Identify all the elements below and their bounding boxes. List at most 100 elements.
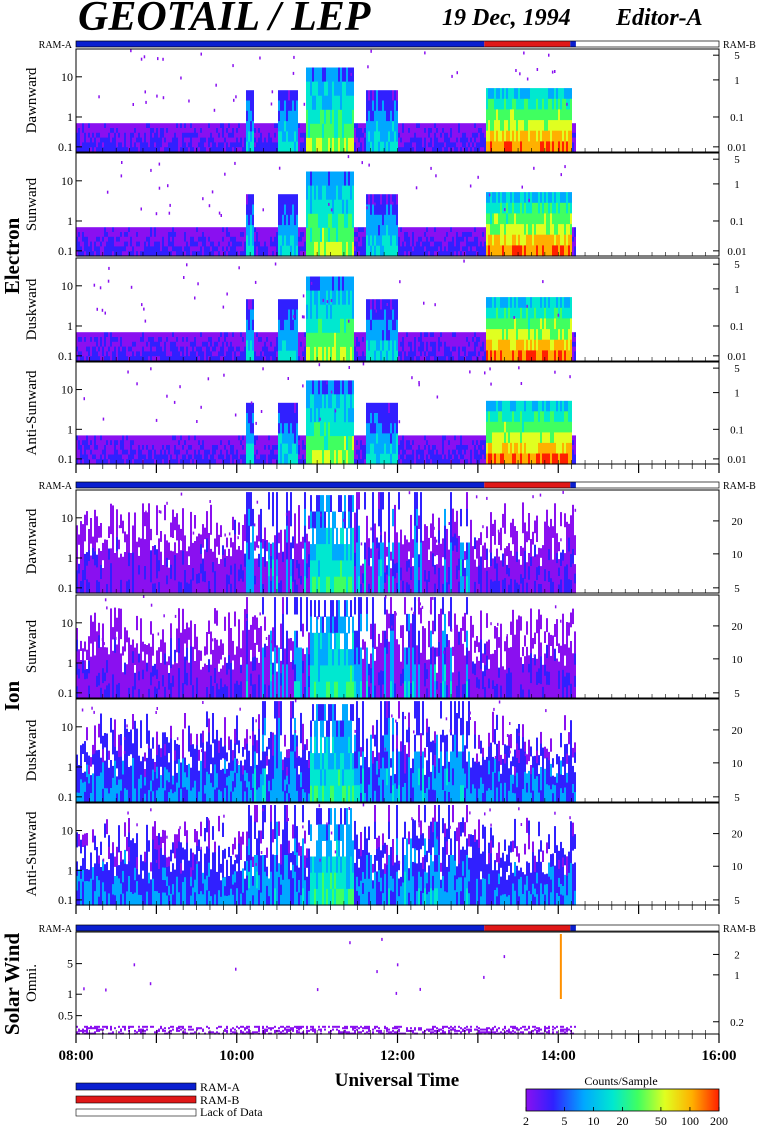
spectrogram-cell [76, 232, 78, 238]
spectrogram-cell [280, 194, 282, 206]
spectrogram-cell [332, 346, 334, 362]
spectrogram-cell [290, 141, 292, 153]
spectrogram-cell [120, 445, 122, 451]
spectrogram-cell [386, 235, 388, 247]
spectrogram-cell [340, 318, 342, 334]
spectrogram-cell [362, 232, 364, 238]
spectrogram-cell [548, 192, 550, 204]
spectrogram-cell [456, 251, 458, 257]
spectrogram-cell [366, 194, 368, 206]
spectrogram-cell [90, 351, 92, 357]
spectrogram-cell [370, 194, 372, 206]
spectrogram-cell [352, 227, 354, 243]
spectrogram-cell [456, 142, 458, 148]
spectrogram-cell [348, 109, 350, 125]
spectrogram-cell [328, 137, 330, 153]
spectrogram-cell [250, 245, 252, 257]
spectrogram-cell [548, 307, 550, 319]
spectrogram-cell [136, 346, 138, 352]
spectrogram-cell [166, 147, 168, 153]
spectrogram-cell [86, 232, 88, 238]
spectrogram-cell [144, 137, 146, 143]
spectrogram-cell [564, 120, 566, 132]
spectrogram-cell [142, 346, 144, 352]
spectrogram-cell [296, 235, 298, 247]
spectrogram-cell [134, 356, 136, 362]
spectrogram-cell [218, 337, 220, 343]
spectrogram-noise [145, 100, 147, 104]
spectrogram-cell [372, 131, 374, 143]
spectrogram-cell [442, 332, 444, 338]
spectrogram-cell [332, 137, 334, 153]
spectrogram-noise [224, 172, 226, 176]
spectrogram-cell [500, 339, 502, 351]
spectrogram-cell [146, 132, 148, 139]
spectrogram-cell [206, 132, 208, 139]
spectrogram-cell [92, 137, 94, 143]
spectrogram-cell [106, 251, 108, 257]
spectrogram-cell [406, 332, 408, 338]
spectrogram-cell [498, 297, 500, 309]
spectrogram-cell [280, 225, 282, 236]
spectrogram-cell [460, 132, 462, 139]
spectrogram-cell [544, 339, 546, 351]
spectrogram-cell [408, 236, 410, 243]
spectrogram-cell [168, 232, 170, 238]
spectrogram-cell [130, 351, 132, 357]
spectrogram-cell [434, 251, 436, 257]
spectrogram-cell [244, 341, 246, 348]
spectrogram-cell [494, 307, 496, 319]
spectrogram-cell [212, 227, 214, 233]
spectrogram-cell [164, 346, 166, 352]
spectrogram-noise [515, 69, 517, 72]
spectrogram-cell [166, 236, 168, 243]
spectrogram-cell [326, 241, 328, 257]
spectrogram-cell [412, 356, 414, 362]
spectrogram-cell [468, 246, 470, 252]
spectrogram-cell [492, 141, 494, 153]
spectrogram-cell [322, 109, 324, 125]
spectrogram-cell [378, 245, 380, 257]
spectrogram-cell [208, 241, 210, 247]
spectrogram-cell [294, 225, 296, 236]
spectrogram-cell [222, 128, 224, 134]
spectrogram-cell [226, 227, 228, 233]
spectrogram-cell [180, 132, 182, 139]
spectrogram-cell [452, 341, 454, 348]
spectrogram-cell [536, 88, 538, 100]
spectrogram-cell [482, 337, 484, 343]
spectrogram-cell [190, 251, 192, 257]
spectrogram-cell [282, 235, 284, 247]
spectrogram-cell [386, 100, 388, 112]
spectrogram-cell [362, 236, 364, 243]
spectrogram-cell [472, 332, 474, 338]
spectrogram-cell [114, 123, 116, 129]
spectrogram-cell [406, 341, 408, 348]
spectrogram-cell [136, 356, 138, 362]
spectrogram-cell [454, 236, 456, 243]
spectrogram-cell [330, 276, 332, 292]
spectrogram-cell [216, 246, 218, 252]
spectrogram-cell [92, 351, 94, 357]
spectrogram-cell [298, 241, 300, 247]
spectrogram-cell [404, 132, 406, 139]
spectrogram-cell [180, 137, 182, 143]
spectrogram-cell [200, 241, 202, 247]
spectrogram-cell [490, 192, 492, 204]
spectrogram-cell [424, 232, 426, 238]
spectrogram-cell [190, 341, 192, 348]
spectrogram-cell [422, 332, 424, 338]
spectrogram-cell [464, 236, 466, 243]
spectrogram-cell [320, 171, 322, 187]
spectrogram-cell [342, 304, 344, 320]
spectrogram-cell [484, 236, 486, 243]
spectrogram-cell [438, 232, 440, 238]
spectrogram-cell [436, 236, 438, 243]
spectrogram-cell [386, 131, 388, 143]
spectrogram-cell [242, 123, 244, 129]
spectrogram-cell [146, 236, 148, 243]
spectrogram-cell [424, 332, 426, 338]
spectrogram-cell [572, 341, 574, 348]
spectrogram-cell [100, 227, 102, 233]
spectrogram-cell [352, 109, 354, 125]
